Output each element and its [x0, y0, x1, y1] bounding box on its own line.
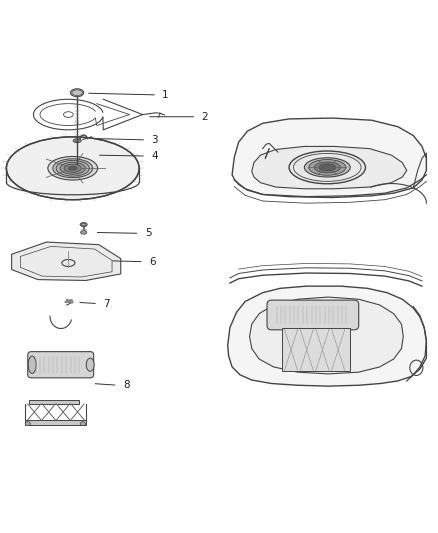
Polygon shape — [250, 297, 403, 374]
Ellipse shape — [86, 358, 94, 372]
Ellipse shape — [25, 422, 30, 426]
Bar — [29, 400, 79, 404]
Ellipse shape — [73, 139, 81, 143]
Bar — [25, 420, 86, 425]
Ellipse shape — [304, 158, 350, 177]
Ellipse shape — [81, 231, 87, 234]
Polygon shape — [228, 286, 426, 386]
Text: 1: 1 — [162, 90, 169, 100]
Bar — [283, 328, 350, 372]
Ellipse shape — [7, 137, 139, 200]
Ellipse shape — [72, 90, 82, 95]
Ellipse shape — [48, 157, 98, 180]
Text: 3: 3 — [151, 135, 158, 145]
Ellipse shape — [53, 159, 93, 177]
Text: 7: 7 — [103, 298, 110, 309]
Polygon shape — [232, 118, 426, 198]
Polygon shape — [12, 242, 121, 280]
Ellipse shape — [80, 223, 87, 227]
Ellipse shape — [309, 159, 346, 175]
Text: 2: 2 — [201, 112, 208, 122]
Ellipse shape — [81, 223, 86, 226]
FancyBboxPatch shape — [267, 300, 359, 330]
Ellipse shape — [314, 162, 340, 173]
Ellipse shape — [60, 162, 85, 174]
Ellipse shape — [64, 164, 81, 172]
Ellipse shape — [289, 151, 365, 184]
Ellipse shape — [69, 166, 77, 170]
Ellipse shape — [80, 422, 85, 426]
Text: 4: 4 — [151, 151, 158, 161]
Text: 6: 6 — [149, 257, 156, 266]
Ellipse shape — [71, 89, 84, 96]
Text: 8: 8 — [123, 380, 130, 390]
Polygon shape — [252, 147, 407, 189]
Text: 5: 5 — [145, 228, 152, 238]
Polygon shape — [65, 300, 73, 303]
Ellipse shape — [56, 160, 89, 176]
Ellipse shape — [28, 356, 36, 374]
Ellipse shape — [319, 164, 336, 171]
FancyBboxPatch shape — [28, 352, 94, 378]
Ellipse shape — [75, 140, 79, 142]
